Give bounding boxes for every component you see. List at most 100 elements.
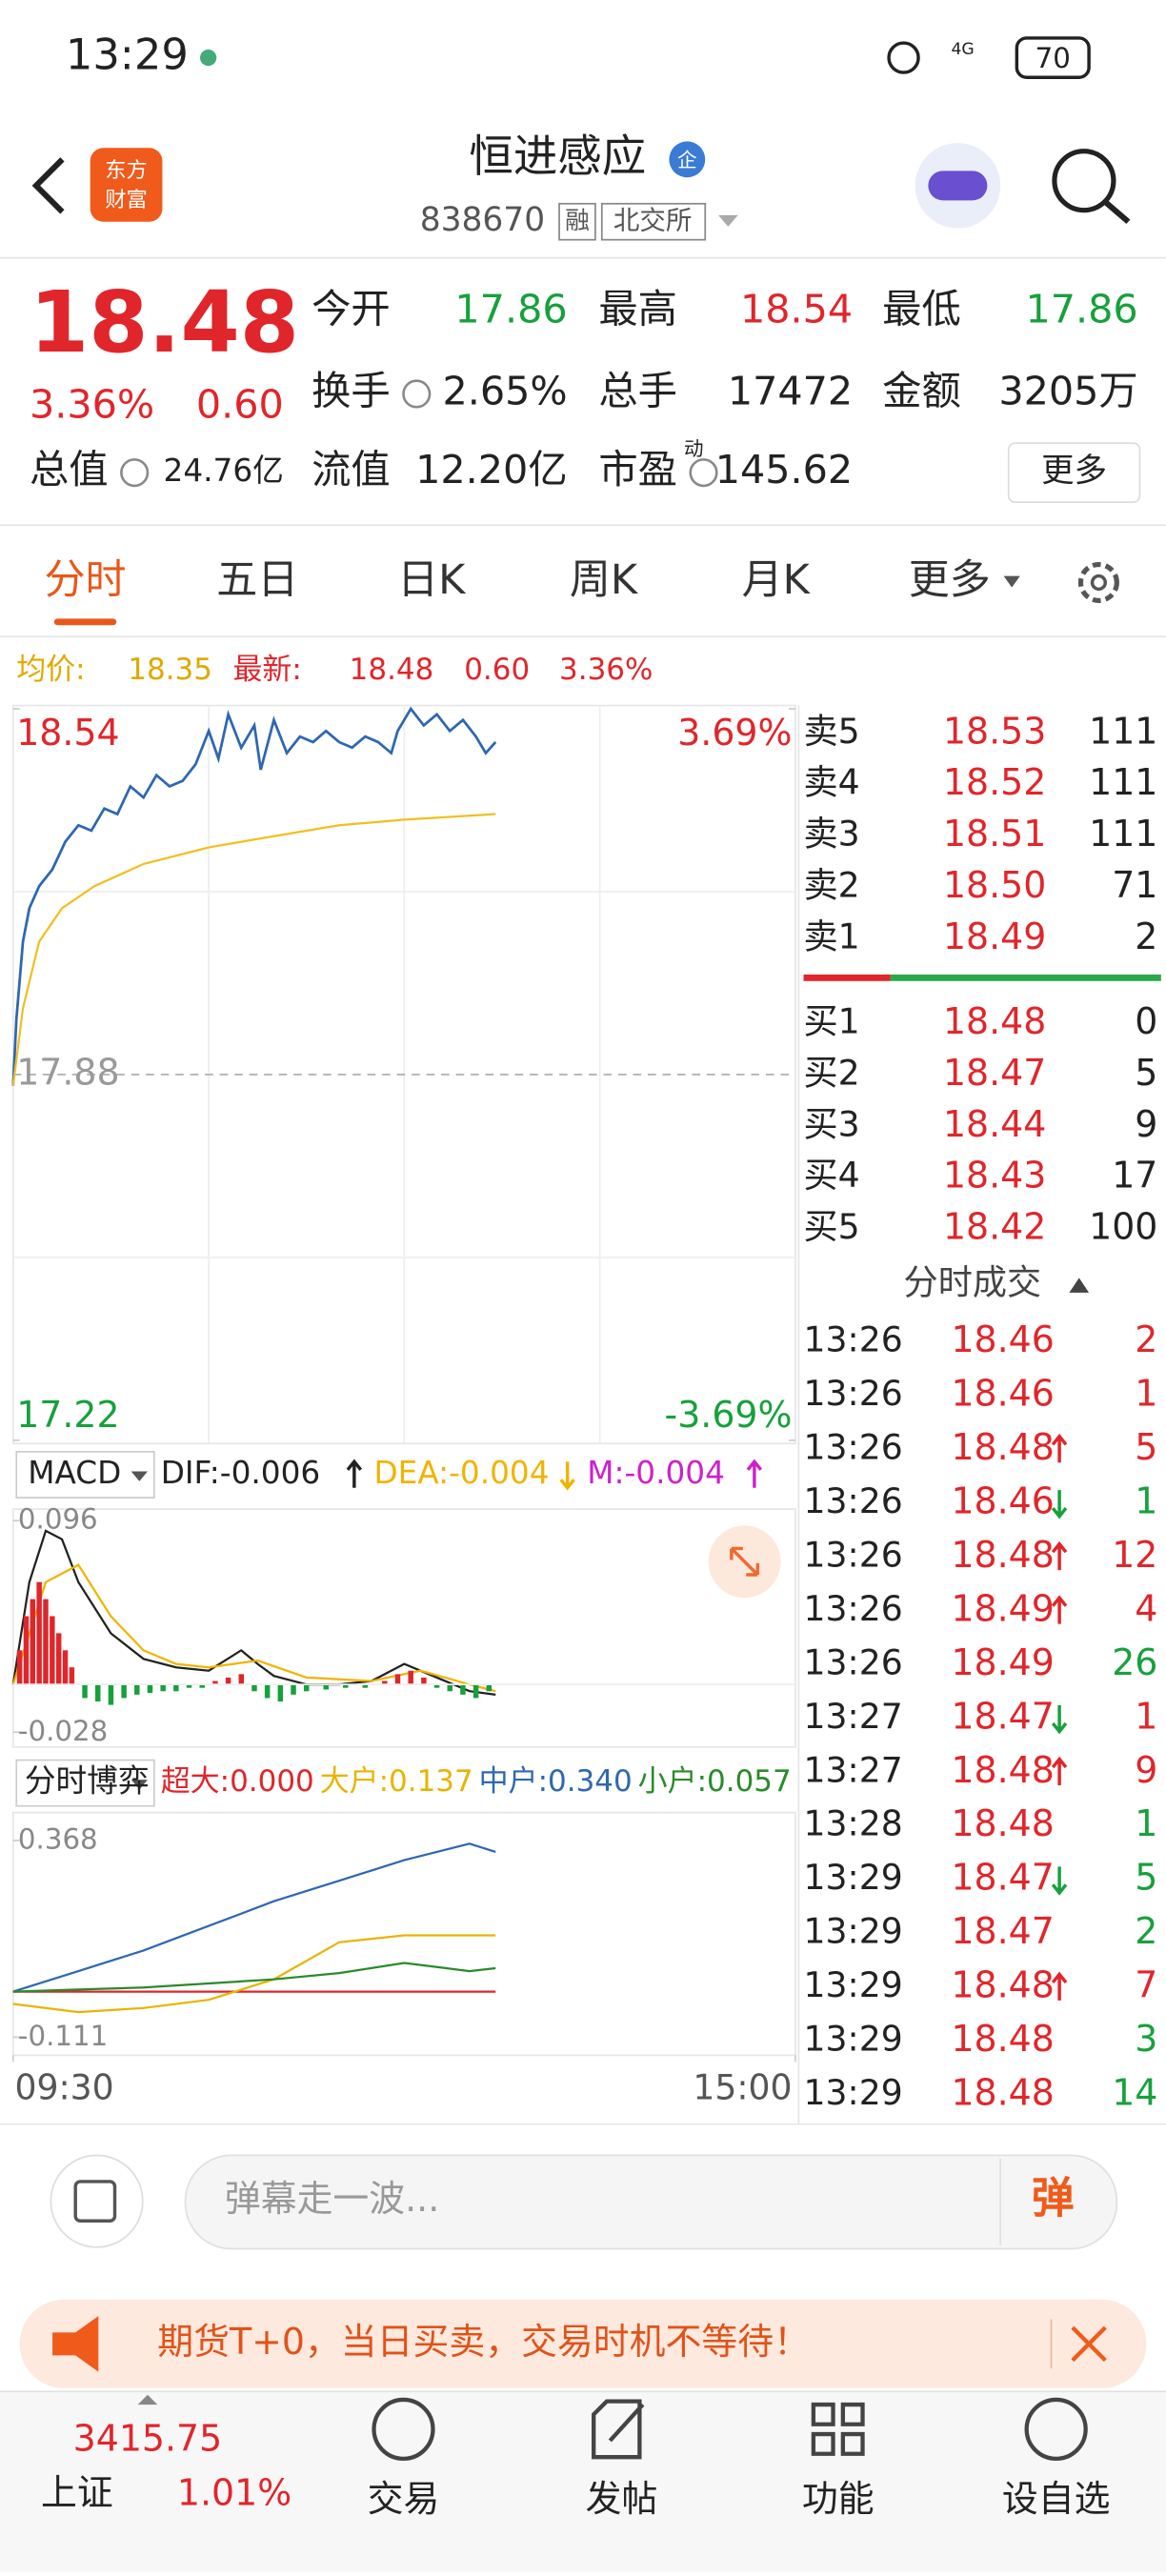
stat-value: 12.20亿	[415, 447, 568, 493]
book-price: 18.49	[943, 916, 1046, 957]
book-price: 18.47	[943, 1052, 1046, 1094]
nav-item[interactable]: 发帖	[586, 2478, 658, 2520]
trade-price: 18.48	[951, 1426, 1054, 1468]
nav-item[interactable]: 功能	[802, 2478, 874, 2520]
latest-label: 最新:	[232, 653, 301, 687]
banner-text: 期货T+0，当日买卖，交易时机不等待！	[157, 2321, 810, 2363]
y-tick-label: -0.028	[18, 1715, 108, 1747]
legend-entry: 大户:0.137	[320, 1764, 473, 1799]
tab[interactable]: 分时	[44, 556, 126, 604]
avg-label: 均价:	[16, 653, 85, 687]
trade-price: 18.47	[951, 1695, 1054, 1737]
book-price: 18.43	[943, 1155, 1046, 1197]
book-price: 18.44	[943, 1103, 1046, 1145]
comment-settings[interactable]	[50, 2154, 144, 2248]
indicator-selector[interactable]	[15, 1759, 155, 1807]
macd-bar	[50, 1616, 55, 1685]
book-divider-sell	[803, 974, 891, 981]
tag-box	[600, 202, 707, 241]
info-icon[interactable]	[689, 458, 718, 488]
book-volume: 111	[1089, 813, 1157, 855]
banner-close[interactable]	[1071, 2325, 1107, 2363]
book-volume: 2	[1135, 916, 1157, 957]
banner[interactable]	[19, 2299, 1147, 2388]
macd-bar	[408, 1670, 413, 1685]
trade-time: 13:29	[804, 1964, 903, 2005]
macd-bar	[382, 1680, 388, 1685]
stat-label: 总手	[598, 368, 677, 413]
search-handle	[1103, 199, 1131, 225]
series-line	[11, 1563, 496, 1693]
book-label: 买4	[804, 1155, 860, 1196]
trades-title: 分时成交	[904, 1261, 1042, 1302]
comment-input[interactable]	[184, 2154, 1118, 2250]
trade-volume: 26	[1112, 1641, 1157, 1683]
dropdown[interactable]	[718, 214, 738, 227]
trade-volume: 1	[1135, 1802, 1157, 1844]
danmaku-button[interactable]: 弹	[1032, 2173, 1075, 2224]
trend-arrow	[1051, 1433, 1068, 1463]
tab[interactable]: 日K	[397, 556, 467, 604]
battery-level: 70	[1035, 42, 1071, 74]
collapse-arrow[interactable]	[1069, 1278, 1090, 1293]
avatar-visor	[928, 171, 988, 201]
trend-arrow	[1051, 1490, 1068, 1519]
macd-bar	[460, 1684, 466, 1695]
stat-value: 17.86	[1025, 286, 1137, 332]
indicator-title[interactable]: 分时博弈	[25, 1763, 150, 1800]
back-button[interactable]	[31, 157, 65, 214]
macd-bar	[486, 1684, 493, 1692]
trend-arrow	[1051, 1756, 1068, 1786]
macd-bar	[447, 1684, 452, 1692]
index-name: 上证	[41, 2471, 113, 2513]
trade-volume: 5	[1135, 1426, 1157, 1468]
info-icon[interactable]	[120, 458, 150, 488]
alarm-icon	[887, 41, 920, 74]
info-icon[interactable]	[402, 379, 432, 409]
avg-value: 18.35	[128, 653, 212, 687]
tab[interactable]: 五日	[216, 556, 298, 604]
badge-text: 企	[677, 149, 697, 171]
search-button[interactable]	[1052, 149, 1116, 213]
stat-value: 2.65%	[442, 368, 567, 413]
macd-bar	[199, 1684, 205, 1688]
trade-volume: 4	[1135, 1587, 1157, 1629]
trend-arrow	[1051, 1705, 1068, 1735]
trade-price: 18.48	[951, 1964, 1054, 2006]
index-value[interactable]: 3415.75	[73, 2417, 223, 2459]
tab[interactable]: 周K	[570, 556, 639, 604]
stat-value: 17.86	[454, 286, 567, 332]
trade-time: 13:26	[804, 1480, 903, 1521]
macd-bar	[343, 1684, 349, 1688]
book-volume: 111	[1089, 761, 1157, 803]
tab[interactable]: 月K	[742, 556, 812, 604]
book-label: 买3	[804, 1103, 860, 1144]
expand-arrow[interactable]	[137, 2394, 158, 2405]
logo-text: 东方	[105, 158, 148, 183]
indicator-title[interactable]: MACD	[28, 1455, 121, 1491]
index-change: 1.01%	[177, 2471, 292, 2513]
nav-item[interactable]: 交易	[368, 2478, 440, 2520]
bottom-nav	[0, 2391, 1166, 2572]
dropdown	[1003, 575, 1020, 588]
stat-label: 金额	[882, 368, 961, 413]
book-price: 18.50	[943, 864, 1046, 906]
trade-price: 18.46	[951, 1318, 1054, 1360]
legend-entry: M:-0.004	[587, 1455, 725, 1491]
trade-price: 18.48	[951, 2072, 1054, 2114]
settings-button[interactable]	[1077, 561, 1119, 603]
logo[interactable]	[90, 148, 163, 222]
comment-icon	[73, 2180, 117, 2223]
more-button[interactable]	[1007, 442, 1141, 503]
nav-item[interactable]: 设自选	[1002, 2478, 1111, 2520]
trade-time: 13:29	[804, 2072, 903, 2113]
stats: 今开 17.86 最高 18.54 最低 17.86 换手 2.65% 总手 17472 金额 320…	[30, 286, 1138, 493]
series-line	[12, 1934, 496, 2014]
function-icon	[811, 2402, 865, 2456]
trade-price: 18.47	[951, 1910, 1054, 1952]
tab[interactable]: 更多	[909, 556, 991, 604]
indicator-selector[interactable]	[15, 1451, 155, 1499]
change-pct: 3.36%	[30, 381, 154, 427]
legend-entry: DEA:-0.004	[374, 1455, 550, 1491]
book-price: 18.53	[943, 710, 1046, 752]
